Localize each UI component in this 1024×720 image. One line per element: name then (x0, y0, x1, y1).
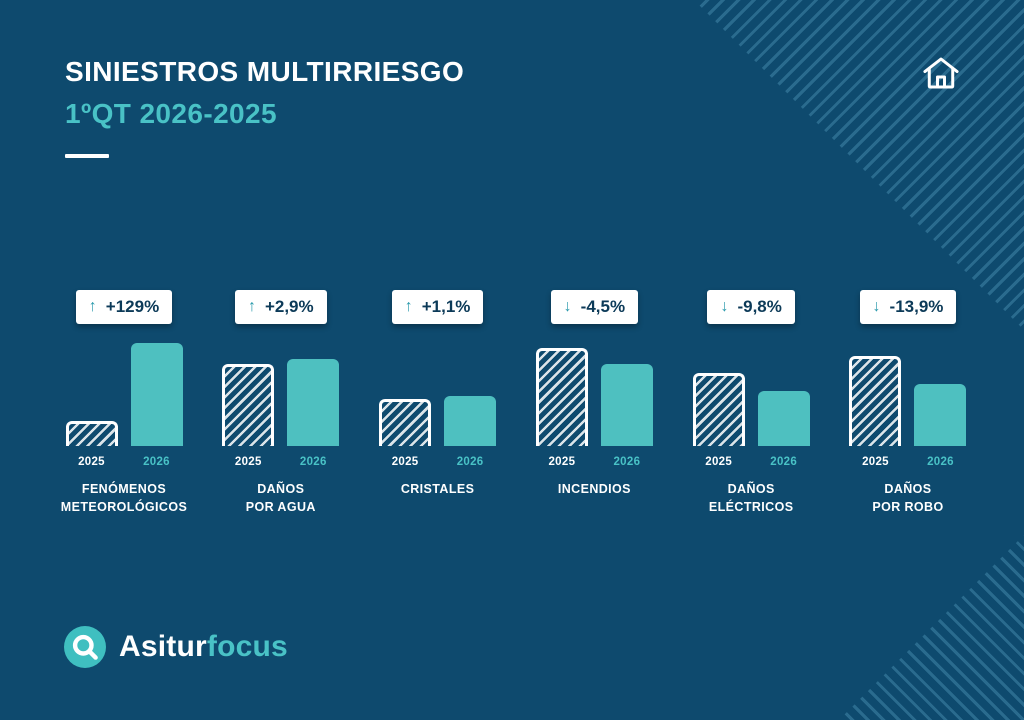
bar-pair (65, 332, 183, 446)
page-subtitle: 1ºQT 2026-2025 (65, 98, 277, 129)
chart-group: ↓ -13,9% 2025 2026 DAÑOS POR ROBO (832, 290, 984, 516)
year-label-2026: 2026 (299, 456, 327, 468)
bar-pair (849, 332, 967, 446)
year-label-2025: 2025 (705, 456, 733, 468)
year-label-2026: 2026 (456, 456, 484, 468)
magnifier-icon (64, 626, 106, 668)
header: SINIESTROS MULTIRRIESGO 1ºQT 2026-2025 (65, 56, 464, 158)
year-labels: 2025 2026 (849, 456, 966, 468)
category-label: INCENDIOS (557, 482, 631, 496)
year-label-2026: 2026 (927, 456, 954, 468)
delta-badge: ↓ -13,9% (859, 290, 957, 324)
bar-2025 (692, 373, 745, 446)
brand-name: Asiturfocus (119, 630, 288, 664)
delta-badge: ↑ +129% (75, 290, 173, 324)
category-label: DAÑOS ELÉCTRICOS (708, 482, 794, 514)
home-button[interactable] (920, 52, 962, 94)
bar-2025 (379, 399, 432, 446)
bar-2026 (757, 391, 810, 446)
bar-2025 (849, 356, 902, 446)
bar-2025 (222, 364, 275, 446)
bar-2026 (914, 384, 967, 446)
year-label-2026: 2026 (770, 456, 798, 468)
arrow-up-icon: ↑ (404, 298, 413, 315)
year-label-2026: 2026 (143, 456, 170, 468)
year-labels: 2025 2026 (222, 456, 339, 468)
delta-badge: ↑ +1,1% (391, 290, 484, 324)
delta-label: -4,5% (580, 297, 626, 316)
year-label-2025: 2025 (862, 456, 889, 468)
bar-pair (379, 332, 497, 446)
bar-pair (222, 332, 340, 446)
bar-2025 (535, 348, 588, 446)
delta-badge: ↑ +2,9% (234, 290, 327, 324)
year-label-2026: 2026 (613, 456, 641, 468)
home-icon (920, 52, 962, 94)
arrow-up-icon: ↑ (247, 298, 256, 315)
delta-label: -9,8% (737, 297, 782, 316)
category-label: CRISTALES (400, 482, 475, 496)
page-title: SINIESTROS MULTIRRIESGO (65, 56, 465, 87)
brand-name-primary: Asitur (119, 630, 207, 663)
bar-pair (692, 332, 810, 446)
chart-group: ↓ -9,8% 2025 2026 DAÑOS ELÉCTRICOS (675, 290, 827, 516)
bar-2026 (600, 364, 653, 446)
bar-2025 (65, 421, 118, 446)
arrow-down-icon: ↓ (872, 298, 881, 315)
chart-group: ↓ -4,5% 2025 2026 INCENDIOS (518, 290, 670, 516)
arrow-down-icon: ↓ (563, 298, 572, 315)
year-label-2025: 2025 (548, 456, 576, 468)
chart-group: ↑ +1,1% 2025 2026 CRISTALES (362, 290, 514, 516)
delta-label: +2,9% (264, 297, 314, 316)
corner-stripes-bottom-right (839, 535, 1024, 720)
bar-pair (535, 332, 653, 446)
bar-2026 (444, 396, 497, 446)
year-labels: 2025 2026 (693, 456, 810, 468)
brand-name-secondary: focus (206, 630, 288, 663)
arrow-down-icon: ↓ (720, 298, 729, 315)
brand-logo: Asiturfocus (64, 626, 288, 668)
category-label: FENÓMENOS METEOROLÓGICOS (60, 482, 188, 514)
corner-stripes-top-right (694, 0, 1024, 330)
year-label-2025: 2025 (78, 456, 105, 468)
year-labels: 2025 2026 (536, 456, 653, 468)
bar-chart: ↑ +129% 2025 2026 FENÓMENOS METEOROLÓGICOS ↑ +… (48, 290, 984, 516)
delta-badge: ↓ -9,8% (707, 290, 795, 324)
chart-group: ↑ +129% 2025 2026 FENÓMENOS METEOROLÓGICOS (48, 290, 200, 516)
year-labels: 2025 2026 (379, 456, 496, 468)
chart-group: ↑ +2,9% 2025 2026 DAÑOS POR AGUA (205, 290, 357, 516)
year-label-2025: 2025 (391, 456, 419, 468)
category-label: DAÑOS POR AGUA (245, 482, 316, 514)
category-label: DAÑOS POR ROBO (872, 482, 944, 514)
bar-2026 (287, 359, 340, 446)
delta-badge: ↓ -4,5% (550, 290, 639, 324)
bar-2026 (130, 343, 183, 446)
delta-label: +1,1% (421, 297, 471, 316)
title-underline (65, 154, 109, 158)
delta-label: -13,9% (889, 297, 944, 316)
year-labels: 2025 2026 (66, 456, 183, 468)
arrow-up-icon: ↑ (88, 298, 97, 315)
year-label-2025: 2025 (234, 456, 262, 468)
delta-label: +129% (105, 297, 160, 316)
